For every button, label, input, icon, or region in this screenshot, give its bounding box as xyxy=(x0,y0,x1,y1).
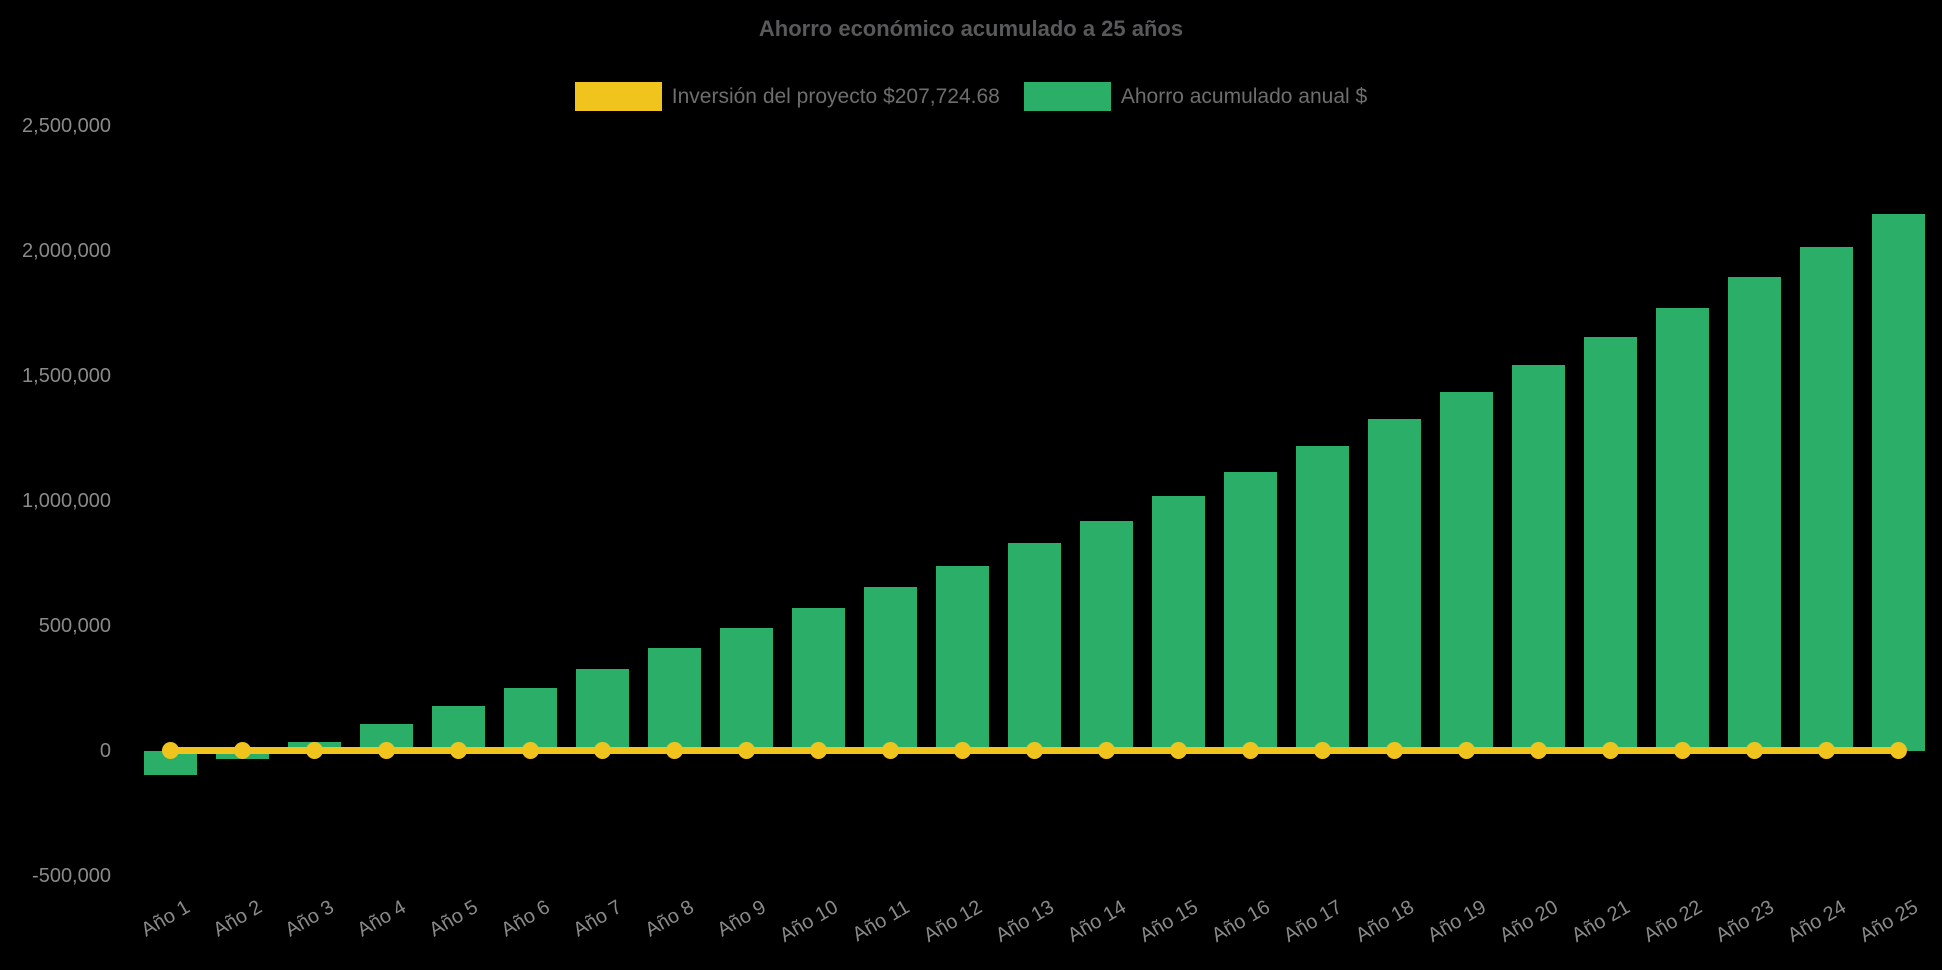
investment-line-point xyxy=(305,741,323,759)
y-axis-tick-label: 1,500,000 xyxy=(22,365,111,387)
x-axis-tick-label: Año 10 xyxy=(775,896,842,947)
investment-line-point xyxy=(1889,741,1907,759)
legend-label-ahorro: Ahorro acumulado anual $ xyxy=(1120,84,1368,108)
x-axis-tick-label: Año 20 xyxy=(1495,896,1562,947)
investment-line-point xyxy=(233,741,251,759)
x-axis-tick-label: Año 6 xyxy=(497,896,554,942)
bar-año-8 xyxy=(647,648,701,751)
bar-año-21 xyxy=(1583,336,1637,751)
bar-año-9 xyxy=(719,628,773,751)
x-axis-tick-label: Año 1 xyxy=(137,896,194,942)
x-axis-tick-label: Año 21 xyxy=(1567,896,1634,947)
y-axis-tick-label: 500,000 xyxy=(38,615,111,637)
investment-line-point xyxy=(1745,741,1763,759)
x-axis-tick-label: Año 11 xyxy=(848,896,914,947)
bar-año-19 xyxy=(1439,392,1493,751)
bar-año-18 xyxy=(1367,419,1421,751)
x-axis-tick-label: Año 3 xyxy=(281,896,338,942)
bar-año-12 xyxy=(935,566,989,751)
bar-año-1 xyxy=(143,751,197,775)
x-axis-tick-label: Año 18 xyxy=(1351,896,1418,947)
investment-line-point xyxy=(1169,741,1187,759)
legend-swatch-inversion xyxy=(574,82,662,111)
investment-line-point xyxy=(1241,741,1259,759)
x-axis-tick-label: Año 7 xyxy=(569,896,626,942)
y-axis-tick-label: 1,000,000 xyxy=(22,490,111,512)
bar-año-6 xyxy=(503,687,557,751)
x-axis-tick-label: Año 8 xyxy=(641,896,698,942)
investment-line-point xyxy=(161,741,179,759)
investment-line-point xyxy=(1529,741,1547,759)
investment-line-point xyxy=(1097,741,1115,759)
bar-año-15 xyxy=(1151,496,1205,751)
bar-año-24 xyxy=(1799,246,1853,751)
bar-año-11 xyxy=(863,587,917,751)
x-axis-tick-label: Año 9 xyxy=(713,896,770,942)
investment-line-point xyxy=(1313,741,1331,759)
investment-line-point xyxy=(1457,741,1475,759)
investment-line-point xyxy=(737,741,755,759)
bar-año-10 xyxy=(791,608,845,751)
legend-item-inversion[interactable]: Inversión del proyecto $207,724.68 xyxy=(574,82,1000,111)
x-axis-tick-label: Año 13 xyxy=(991,896,1058,947)
bar-año-25 xyxy=(1871,214,1925,751)
investment-line-point xyxy=(953,741,971,759)
investment-line-point xyxy=(881,741,899,759)
bar-año-13 xyxy=(1007,543,1061,751)
x-axis-tick-label: Año 22 xyxy=(1639,896,1706,947)
investment-line-point xyxy=(377,741,395,759)
investment-line-point xyxy=(1025,741,1043,759)
bar-año-20 xyxy=(1511,365,1565,751)
investment-line-point xyxy=(809,741,827,759)
y-axis-tick-label: -500,000 xyxy=(32,865,111,887)
chart-title: Ahorro económico acumulado a 25 años xyxy=(758,16,1184,41)
bar-año-7 xyxy=(575,669,629,751)
bar-año-17 xyxy=(1295,446,1349,751)
legend: Inversión del proyecto $207,724.68 Ahorr… xyxy=(0,82,1942,111)
y-axis-tick-label: 0 xyxy=(99,740,111,762)
bar-año-14 xyxy=(1079,521,1133,751)
legend-item-ahorro[interactable]: Ahorro acumulado anual $ xyxy=(1023,82,1368,111)
investment-line-point xyxy=(665,741,683,759)
legend-swatch-ahorro xyxy=(1023,82,1111,111)
bar-año-22 xyxy=(1655,308,1709,751)
x-axis-tick-label: Año 25 xyxy=(1855,896,1922,947)
x-axis-tick-label: Año 5 xyxy=(425,896,482,942)
x-axis-tick-label: Año 19 xyxy=(1423,896,1490,947)
x-axis-tick-label: Año 24 xyxy=(1783,896,1850,947)
x-axis-tick-label: Año 15 xyxy=(1135,896,1202,947)
investment-line-point xyxy=(1817,741,1835,759)
investment-line-point xyxy=(593,741,611,759)
x-axis-tick-label: Año 2 xyxy=(209,896,266,942)
legend-label-inversion: Inversión del proyecto $207,724.68 xyxy=(671,84,1000,108)
y-axis-tick-label: 2,000,000 xyxy=(22,240,111,262)
x-axis-tick-label: Año 17 xyxy=(1279,896,1346,947)
bar-año-16 xyxy=(1223,471,1277,751)
y-axis-tick-label: 2,500,000 xyxy=(22,115,111,137)
bar-año-23 xyxy=(1727,277,1781,751)
investment-line-point xyxy=(521,741,539,759)
investment-line-point xyxy=(1601,741,1619,759)
x-axis-tick-label: Año 14 xyxy=(1063,896,1130,947)
investment-line-point xyxy=(449,741,467,759)
x-axis-tick-label: Año 12 xyxy=(919,896,986,947)
x-axis-tick-label: Año 23 xyxy=(1711,896,1778,947)
investment-line-point xyxy=(1385,741,1403,759)
investment-line-point xyxy=(1673,741,1691,759)
x-axis-tick-label: Año 4 xyxy=(353,896,410,942)
x-axis-tick-label: Año 16 xyxy=(1207,896,1274,947)
